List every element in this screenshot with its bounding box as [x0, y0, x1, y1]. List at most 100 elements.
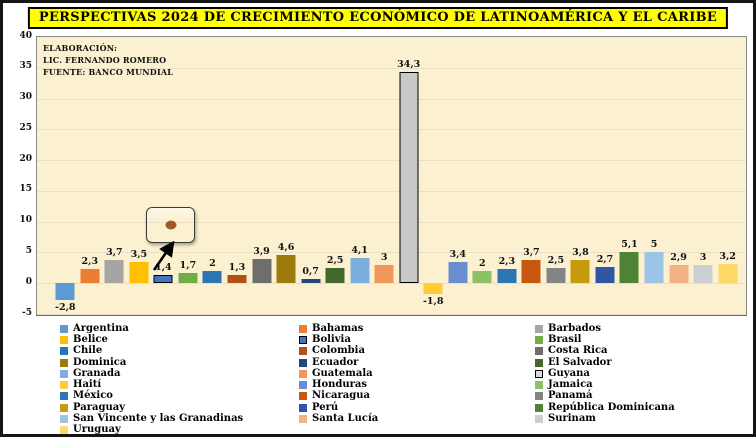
bar-value-label: 1,7 [179, 259, 197, 271]
legend-item-argentina: Argentina [60, 323, 299, 334]
bar-group-belice: 3,5 [127, 37, 152, 314]
gridline [37, 160, 746, 162]
legend-label: Ecuador [312, 356, 359, 368]
legend-item-hait-: Haití [60, 379, 299, 390]
bar-group-san-vincente-y-las-granadinas: 5 [642, 37, 667, 314]
legend-marker [299, 369, 307, 378]
bar-group-guyana: 34,3 [396, 37, 421, 314]
bar-group-barbados: 3,7 [102, 37, 127, 314]
bar-group-costa-rica: 3,9 [249, 37, 274, 314]
bar [546, 267, 566, 284]
y-axis: 40 35 30 25 20 15 10 5 0 -5 [7, 31, 32, 318]
legend-item-panam-: Panamá [535, 391, 752, 402]
legend-item-barbados: Barbados [535, 323, 752, 334]
bar-group-guatemala: 3 [372, 37, 397, 314]
legend-item-belice: Belice [60, 334, 299, 345]
annotation-arrow-icon [152, 241, 175, 271]
bar [595, 266, 615, 284]
bar [718, 263, 738, 284]
legend-marker [535, 347, 543, 356]
legend-marker [299, 381, 307, 390]
legend-item-guatemala: Guatemala [299, 368, 535, 379]
legend-label: Guyana [548, 367, 590, 379]
bar-group-nicaragua: 3,7 [519, 37, 544, 314]
legend-marker [535, 415, 543, 424]
legend-marker [535, 358, 543, 367]
legend-label: Haití [73, 379, 102, 391]
legend-label: Jamaica [548, 379, 593, 391]
y-axis-tick-label: 30 [19, 92, 32, 103]
legend-label: Belice [73, 333, 108, 345]
bar [619, 251, 639, 284]
chart-title: PERSPECTIVAS 2024 DE CRECIMIENTO ECONÓMI… [27, 7, 729, 29]
legend-item-rep-blica-dominicana: República Dominicana [535, 402, 752, 413]
legend-item-m-xico: México [60, 391, 299, 402]
legend-label: Argentina [73, 322, 129, 334]
gridline [37, 98, 746, 100]
legend-marker [299, 403, 307, 412]
y-axis-tick-label: 10 [19, 215, 32, 226]
bar-value-label: 3,7 [106, 247, 123, 259]
legend-label: Barbados [548, 322, 601, 334]
bar-group-surinam: 3 [691, 37, 716, 314]
bar-group-hait-: -1,8 [421, 37, 446, 314]
bar [644, 252, 664, 284]
bar [472, 270, 492, 284]
bar-value-label: 3,8 [572, 246, 589, 258]
legend-label: Uruguay [73, 424, 121, 436]
legend-item-ecuador: Ecuador [299, 357, 535, 368]
legend-marker [535, 369, 543, 378]
bar [399, 72, 419, 284]
bar-value-label: 2,3 [498, 256, 516, 268]
bar [669, 265, 689, 284]
y-axis-tick-label: -5 [22, 307, 32, 318]
bar-group-paraguay: 3,8 [568, 37, 593, 314]
gridline [37, 283, 746, 285]
y-axis-tick-label: 20 [19, 153, 32, 164]
legend-label: El Salvador [548, 356, 612, 368]
legend-label: Perú [312, 401, 339, 413]
bar-value-label: 3,9 [253, 246, 270, 258]
legend-item-jamaica: Jamaica [535, 379, 752, 390]
legend-marker [60, 347, 68, 356]
bar-value-label: 2,5 [326, 254, 344, 266]
legend-marker [60, 403, 68, 412]
gridline [37, 67, 746, 69]
bar-group-santa-luc-a: 2,9 [666, 37, 691, 314]
legend-marker [60, 324, 68, 333]
bar [104, 260, 124, 284]
bar-value-label: 34,3 [397, 59, 421, 71]
legend-item-honduras: Honduras [299, 379, 535, 390]
legend-item-san-vincente-y-las-granadinas: San Vincente y las Granadinas [60, 413, 299, 424]
bar [80, 269, 100, 284]
legend-label: Brasil [548, 333, 582, 345]
bar [202, 270, 222, 284]
bar-group-el-salvador: 2,5 [323, 37, 348, 314]
legend-label: Guatemala [312, 367, 373, 379]
bar-value-label: 3 [380, 251, 388, 263]
legend-marker [299, 335, 307, 344]
legend-label: Costa Rica [548, 345, 608, 357]
bar-value-label: 2,3 [81, 256, 99, 268]
legend-label: Colombia [312, 345, 365, 357]
bar [570, 259, 590, 284]
plot-area: ELABORACIÓN: LIC. FERNANDO ROMERO FUENTE… [36, 36, 747, 316]
legend-marker [535, 335, 543, 344]
legend-marker [535, 381, 543, 390]
bar-group-panam-: 2,5 [544, 37, 569, 314]
bar-group-bahamas: 2,3 [78, 37, 103, 314]
legend-marker [60, 392, 68, 401]
bars-container: -2,8 2,3 3,7 3,5 1,4 1,7 2 1,3 3,9 4,6 0,7 2,5 4,1 3 3… [37, 37, 746, 314]
bar-group-granada: 4,1 [347, 37, 372, 314]
gridline [37, 221, 746, 223]
legend-marker [60, 426, 68, 434]
bar-group-chile: 2 [200, 37, 225, 314]
bar-group-uruguay: 3,2 [715, 37, 740, 314]
bar-value-label: 3,2 [719, 250, 736, 262]
bar [55, 283, 75, 301]
legend-marker [299, 392, 307, 401]
gridline [37, 252, 746, 254]
bar-group-honduras: 3,4 [446, 37, 471, 314]
bar-value-label: 3,5 [130, 248, 148, 260]
legend-item-bahamas: Bahamas [299, 323, 535, 334]
